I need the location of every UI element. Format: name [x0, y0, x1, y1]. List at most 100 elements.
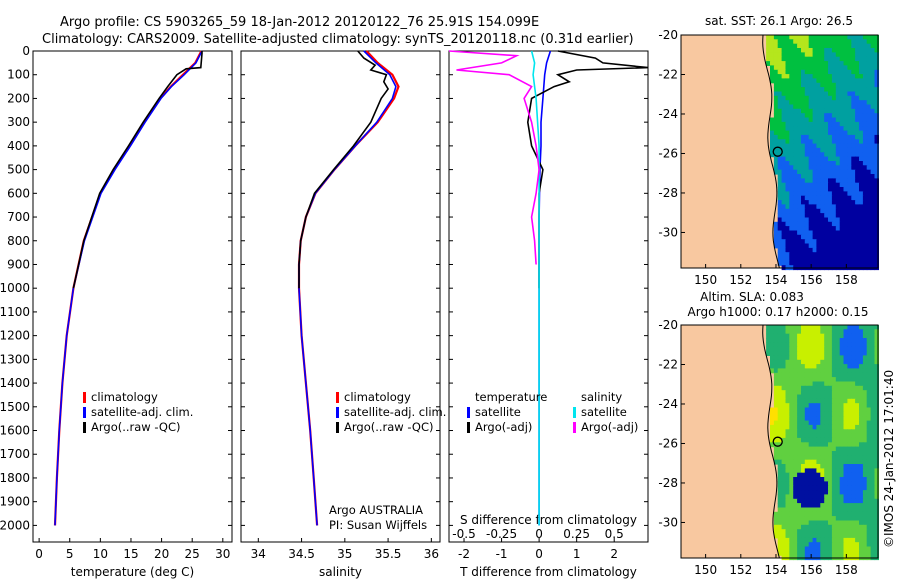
map-cell	[812, 477, 818, 482]
y-tick-label: 300	[7, 115, 30, 129]
map-cell	[789, 424, 794, 430]
map-cell	[773, 52, 779, 58]
map-cell	[843, 82, 848, 88]
map-cell	[785, 226, 790, 231]
map-cell	[812, 381, 818, 387]
map-cell	[859, 52, 864, 58]
map-cell	[855, 346, 860, 352]
map-cell	[770, 442, 775, 448]
map-cell	[777, 113, 783, 119]
map-cell	[859, 498, 864, 504]
map-cell	[804, 498, 810, 504]
map-cell	[808, 451, 814, 456]
map-cell	[843, 507, 848, 513]
map-cell	[789, 420, 794, 426]
map-cell	[835, 243, 841, 249]
map-cell	[820, 329, 825, 335]
map-cell	[831, 39, 837, 45]
map-cell	[777, 459, 783, 465]
map-cell	[816, 95, 821, 101]
map-cell	[797, 161, 802, 166]
map-cell	[862, 516, 868, 521]
map-cell	[801, 87, 806, 92]
map-cell	[843, 459, 848, 465]
map-cell	[766, 351, 771, 356]
map-cell	[801, 56, 806, 62]
map-cell	[859, 481, 864, 487]
map-cell	[828, 74, 833, 79]
map-cell	[828, 200, 833, 205]
map-cell	[777, 385, 783, 391]
map-cell	[793, 516, 798, 521]
map-cell	[808, 213, 814, 218]
map-cell	[851, 351, 856, 356]
map-cell	[866, 368, 872, 374]
map-cell	[777, 252, 783, 258]
map-cell	[804, 507, 810, 513]
map-cell	[839, 221, 845, 227]
map-cell	[808, 333, 814, 339]
map-cell	[820, 48, 825, 53]
map-cell	[824, 455, 829, 461]
map-cell	[859, 485, 864, 491]
map-cell	[816, 134, 821, 140]
map-cell	[797, 490, 802, 495]
coastline	[762, 324, 780, 559]
map-cell	[870, 182, 876, 188]
map-cell	[773, 385, 779, 391]
map-cell	[855, 252, 860, 258]
map-cell	[789, 35, 794, 40]
map-cell	[770, 416, 775, 422]
y-tick-label: 1000	[0, 281, 30, 295]
map-cell	[801, 537, 806, 543]
map-cell	[801, 243, 806, 249]
map-cell	[808, 178, 814, 184]
map-cell	[812, 169, 818, 175]
map-cell	[777, 442, 783, 448]
map-cell	[828, 516, 833, 521]
map-cell	[812, 355, 818, 361]
map-cell	[831, 533, 837, 539]
map-cell	[866, 498, 872, 504]
map-cell	[777, 477, 783, 482]
map-cell	[793, 100, 798, 106]
map-cell	[773, 95, 779, 101]
map-cell	[835, 351, 841, 356]
map-cell	[793, 451, 798, 456]
map-cell	[781, 95, 787, 101]
map-cell	[804, 398, 810, 404]
map-cell	[785, 39, 790, 45]
map-cell	[828, 468, 833, 474]
map-cell	[812, 69, 818, 75]
map-cell	[874, 256, 879, 262]
map-cell	[793, 39, 798, 45]
map-cell	[835, 381, 841, 387]
map-cell	[870, 524, 876, 530]
map-cell	[777, 52, 783, 58]
map-x-tick-label: 152	[729, 273, 752, 287]
map-cell	[777, 485, 783, 491]
map-cell	[808, 368, 814, 374]
map-cell	[801, 117, 806, 123]
map-cell	[781, 346, 787, 352]
map-cell	[812, 247, 818, 253]
map-cell	[793, 169, 798, 175]
map-cell	[870, 134, 876, 140]
map-cell	[874, 546, 879, 552]
map-cell	[797, 208, 802, 214]
map-cell	[804, 550, 810, 556]
map-cell	[797, 252, 802, 258]
map-cell	[789, 485, 794, 491]
map-cell	[820, 117, 825, 123]
map-cell	[859, 329, 864, 335]
map-cell	[859, 472, 864, 478]
map-cell	[851, 537, 856, 543]
map-cell	[797, 381, 802, 387]
map-cell	[789, 39, 794, 45]
map-cell	[874, 117, 879, 123]
map-cell	[793, 147, 798, 153]
map-cell	[835, 490, 841, 495]
map-cell	[820, 542, 825, 548]
map-cell	[870, 403, 876, 409]
map-cell	[804, 139, 810, 145]
